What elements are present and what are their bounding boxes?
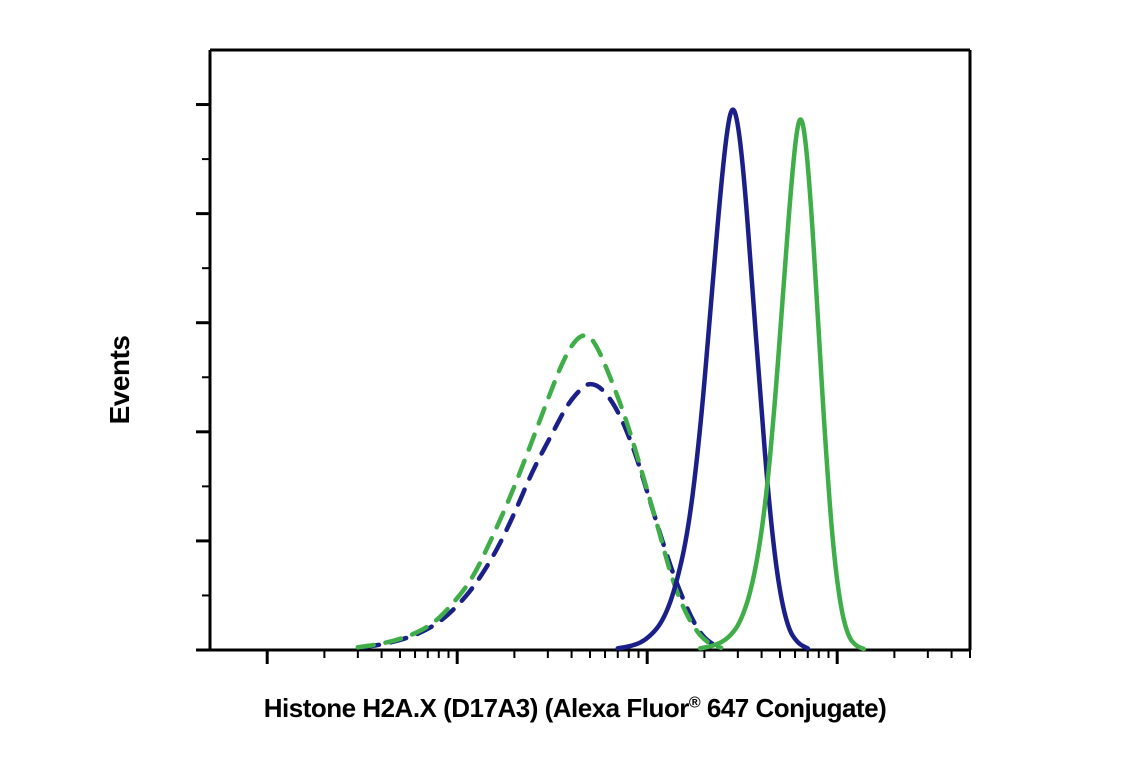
histogram-chart: Events Histone H2A.X (D17A3) (Alexa Fluo… [150, 30, 1000, 730]
x-axis-label: Histone H2A.X (D17A3) (Alexa Fluor® 647 … [264, 693, 886, 724]
series-isotype-green [358, 335, 721, 647]
y-axis-label: Events [104, 336, 136, 425]
series-specific-green [700, 120, 864, 649]
plot-svg [150, 30, 1000, 690]
series-specific-blue [618, 110, 808, 649]
